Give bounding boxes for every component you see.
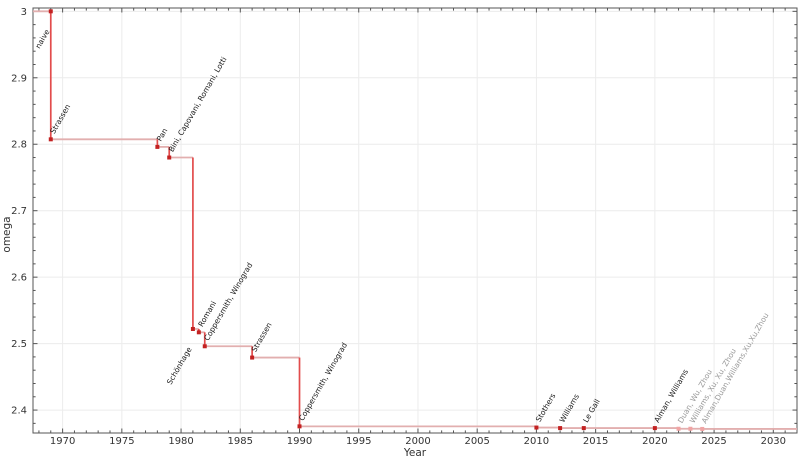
y-tick-label: 2.8 (11, 140, 27, 151)
y-tick-label: 2.9 (11, 73, 27, 84)
x-tick-label: 1985 (228, 436, 253, 447)
y-tick-label: 2.6 (11, 273, 27, 284)
data-point-marker (167, 155, 172, 160)
y-tick-label: 2.7 (11, 206, 27, 217)
data-point-marker (202, 344, 207, 349)
data-point-marker (297, 424, 302, 429)
x-tick-label: 1970 (50, 436, 75, 447)
x-tick-label: 1995 (346, 436, 371, 447)
y-tick-label: 3 (21, 7, 27, 18)
data-point-marker (581, 426, 586, 431)
data-point-marker (688, 426, 693, 431)
x-axis-label: Year (403, 447, 427, 459)
y-tick-label: 2.4 (11, 406, 27, 417)
data-point-marker (48, 9, 53, 14)
x-tick-label: 2020 (642, 436, 667, 447)
x-tick-label: 2025 (701, 436, 726, 447)
x-tick-label: 2015 (583, 436, 608, 447)
x-tick-label: 2000 (405, 436, 430, 447)
x-tick-label: 1990 (287, 436, 312, 447)
data-point-marker (652, 426, 657, 431)
x-tick-label: 2030 (761, 436, 786, 447)
x-tick-label: 1975 (109, 436, 134, 447)
data-point-marker (48, 137, 53, 142)
data-point-marker (190, 326, 195, 331)
data-point-marker (155, 144, 160, 149)
data-point-marker (250, 355, 255, 360)
data-point-marker (196, 330, 201, 335)
y-tick-label: 2.5 (11, 339, 27, 350)
data-point-marker (700, 426, 705, 431)
x-tick-label: 2005 (464, 436, 489, 447)
y-axis-label: omega (1, 216, 13, 252)
data-point-marker (534, 425, 539, 430)
data-point-marker (676, 426, 681, 431)
data-point-marker (558, 426, 563, 431)
x-tick-label: 2010 (524, 436, 549, 447)
plot-frame (32, 7, 798, 434)
x-tick-label: 1980 (168, 436, 193, 447)
